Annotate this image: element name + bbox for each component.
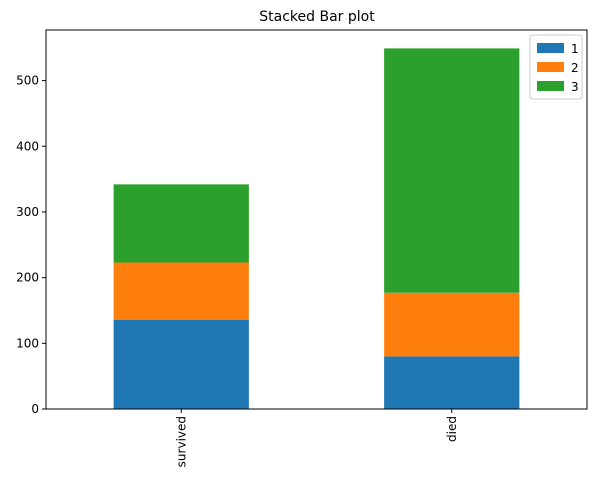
x-tick-label-survived: survived [174, 416, 188, 467]
legend-label-1: 1 [571, 42, 579, 56]
bar-died-series-1 [384, 356, 520, 409]
legend-label-2: 2 [571, 61, 579, 75]
y-tick-label: 300 [16, 205, 39, 219]
legend-swatch-2 [537, 62, 564, 72]
x-axis: survived died [174, 409, 459, 467]
x-tick-label-died: died [445, 416, 459, 442]
y-axis: 0 100 200 300 400 500 [16, 74, 46, 416]
legend-swatch-1 [537, 43, 564, 53]
bar-survived-series-1 [113, 319, 249, 409]
bar-survived-series-3 [113, 184, 249, 263]
chart-title: Stacked Bar plot [259, 9, 375, 25]
y-tick-label: 400 [16, 139, 39, 153]
y-tick-label: 200 [16, 271, 39, 285]
bars-group [113, 48, 520, 409]
bar-died-series-3 [384, 48, 520, 293]
legend-label-3: 3 [571, 80, 579, 94]
y-tick-label: 100 [16, 336, 39, 350]
bar-survived-series-2 [113, 262, 249, 320]
y-tick-label: 500 [16, 74, 39, 88]
bar-died-series-2 [384, 292, 520, 357]
axes-frame [45, 29, 588, 410]
legend-swatch-3 [537, 81, 564, 91]
y-tick-label: 0 [31, 402, 39, 416]
legend: 1 2 3 [529, 34, 583, 100]
